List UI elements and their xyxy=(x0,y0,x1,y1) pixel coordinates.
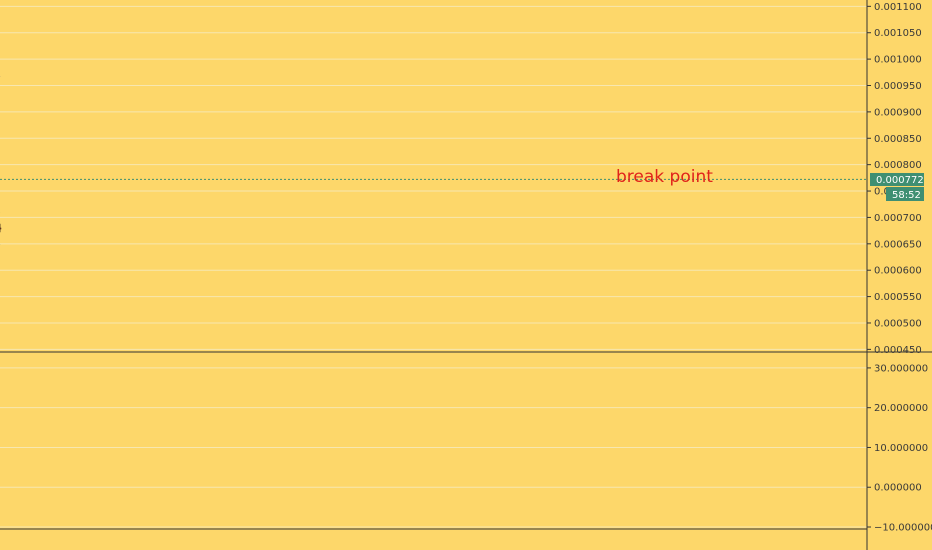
volume-tick-label: 0.000000 xyxy=(874,483,922,494)
price-tick-label: 0.000950 xyxy=(874,81,922,92)
grid-lines xyxy=(0,5,867,528)
price-tick-label: 0.001050 xyxy=(874,28,922,39)
price-tick-label: 0.000900 xyxy=(874,107,922,118)
volume-tick-label: −10.000000 xyxy=(874,523,932,534)
price-tick-label: 0.000650 xyxy=(874,239,922,250)
price-tick-label: 0.000450 xyxy=(874,345,922,356)
candle-body xyxy=(0,227,2,230)
price-tick-label: 0.000600 xyxy=(874,266,922,277)
price-tick-label: 0.000850 xyxy=(874,134,922,145)
last-price-badge: 0.000772 xyxy=(870,173,924,186)
price-tick-label: 0.000800 xyxy=(874,160,922,171)
countdown-badge: 58:52 xyxy=(886,187,924,201)
price-tick-label: 0.001000 xyxy=(874,55,922,66)
volume-axis[interactable]: 30.000000 20.000000 10.000000 0.000000 −10.0… xyxy=(867,363,932,534)
candlestick-series xyxy=(0,223,2,233)
price-tick-label: 0.000500 xyxy=(874,318,922,329)
last-price-value: 0.000772 xyxy=(876,175,924,186)
volume-tick-label: 30.000000 xyxy=(874,363,928,374)
price-tick-label: 0.000700 xyxy=(874,213,922,224)
countdown-value: 58:52 xyxy=(892,190,921,201)
price-tick-label: 0.000550 xyxy=(874,292,922,303)
break-point-annotation: break point xyxy=(616,167,713,187)
volume-tick-label: 10.000000 xyxy=(874,443,928,454)
last-price-badge-bg xyxy=(870,173,924,186)
price-tick-label: 0.001100 xyxy=(874,2,922,13)
volume-tick-label: 20.000000 xyxy=(874,403,928,414)
countdown-badge-bg xyxy=(886,187,924,201)
